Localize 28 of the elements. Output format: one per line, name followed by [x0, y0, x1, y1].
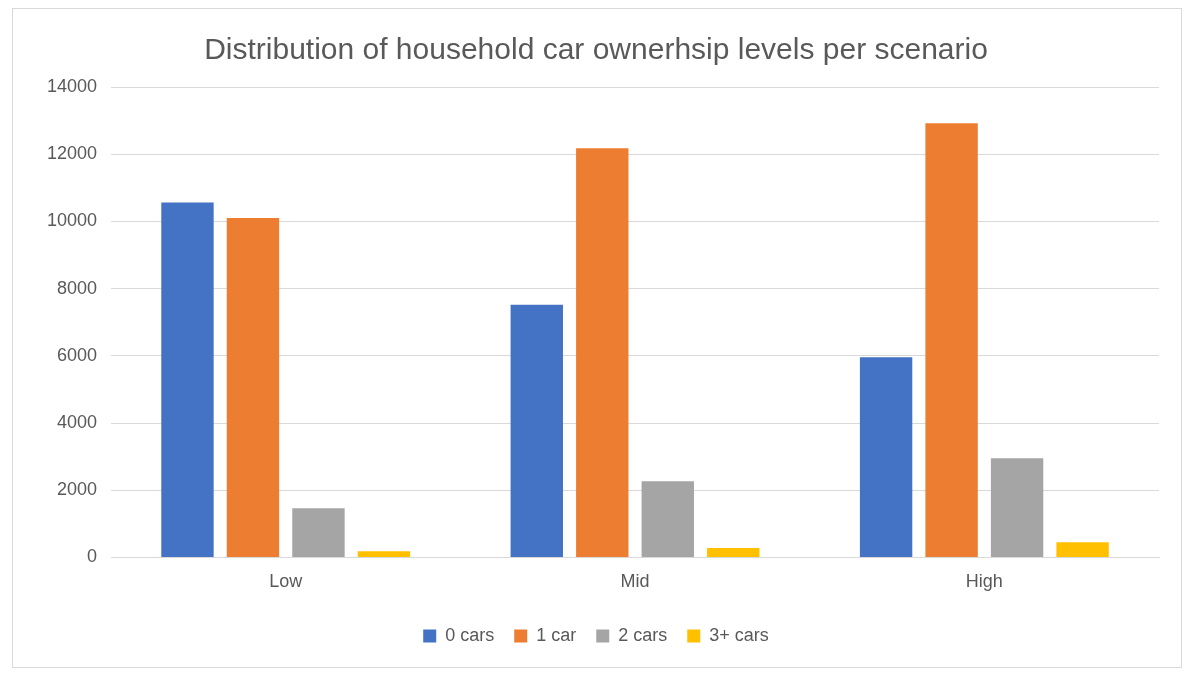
y-tick-label: 4000 — [57, 411, 98, 432]
legend-label: 1 car — [536, 624, 577, 645]
bar — [357, 551, 411, 557]
y-tick-label: 6000 — [57, 344, 98, 365]
x-tick-label: Mid — [620, 571, 650, 592]
bar — [292, 508, 345, 557]
y-tick-label: 10000 — [46, 210, 98, 231]
bar — [510, 304, 563, 557]
y-tick-label: 14000 — [46, 75, 98, 96]
y-tick-label: 8000 — [57, 277, 98, 298]
legend-label: 3+ cars — [709, 624, 769, 645]
bar — [576, 148, 629, 557]
bar — [1056, 542, 1109, 557]
y-tick-label: 12000 — [46, 143, 98, 164]
bar — [226, 218, 280, 557]
bar — [641, 481, 694, 557]
legend-label: 0 cars — [445, 624, 495, 645]
legend-label: 2 cars — [618, 624, 668, 645]
bar — [161, 202, 214, 557]
x-tick-label: High — [965, 571, 1003, 592]
chart-title: Distribution of household car ownerhsip levels per scenario — [204, 32, 988, 66]
bar — [707, 547, 760, 557]
x-tick-label: Low — [269, 571, 304, 592]
bar — [925, 123, 978, 557]
bar — [859, 357, 913, 557]
y-tick-label: 0 — [87, 546, 98, 567]
y-tick-label: 2000 — [57, 479, 98, 500]
bar — [990, 458, 1044, 557]
